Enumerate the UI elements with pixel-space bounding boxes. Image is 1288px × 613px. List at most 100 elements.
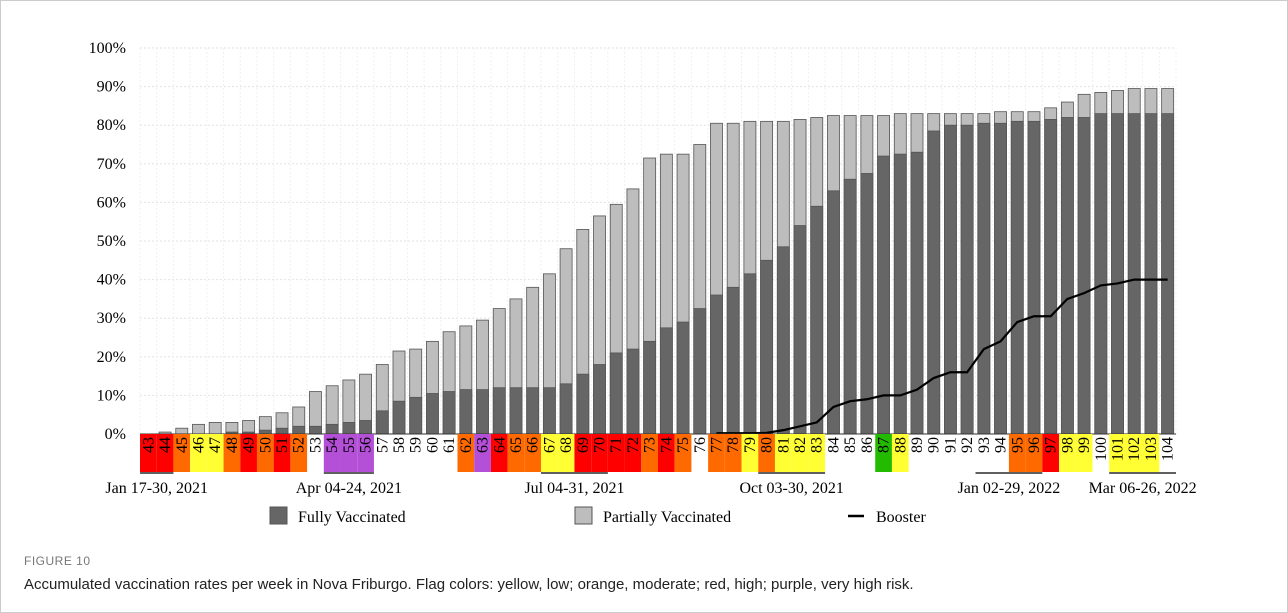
x-tick-label: 44 (157, 437, 174, 453)
bar (258, 429, 272, 435)
bar (526, 387, 540, 435)
bar (776, 246, 790, 435)
y-tick-label: 60% (97, 194, 126, 211)
x-tick-label: 90 (926, 437, 943, 453)
bar (392, 400, 406, 435)
risk-flag (474, 434, 491, 472)
x-tick-label: 85 (842, 437, 859, 453)
bar (726, 286, 740, 435)
bar (659, 327, 673, 435)
bar (743, 273, 757, 435)
x-tick-label: 73 (642, 437, 659, 453)
x-tick-label: 84 (825, 437, 842, 453)
bar (1060, 117, 1074, 435)
x-tick-label: 79 (742, 437, 759, 453)
y-tick-label: 80% (97, 117, 126, 134)
legend-swatch (269, 506, 288, 525)
bar (1044, 119, 1058, 435)
risk-flag (875, 434, 892, 472)
x-tick-label: 93 (976, 437, 993, 453)
bar (192, 423, 205, 435)
bar (208, 422, 222, 435)
legend-label: Partially Vaccinated (603, 509, 731, 526)
risk-flag (457, 434, 475, 472)
x-tick-label: 59 (408, 437, 425, 453)
bar (542, 387, 556, 435)
x-tick-label: 57 (374, 437, 391, 453)
x-tick-label: 61 (441, 437, 458, 453)
risk-flag (323, 434, 341, 472)
x-tick-label: 77 (708, 437, 725, 453)
x-tick-label: 67 (541, 437, 558, 453)
risk-flag (624, 434, 642, 472)
x-tick-label: 71 (608, 437, 625, 453)
x-tick-label: 52 (291, 437, 308, 453)
bar (492, 387, 506, 435)
bar (359, 420, 372, 435)
risk-flag (741, 434, 759, 472)
x-tick-label: 82 (792, 437, 809, 453)
bar (275, 427, 289, 435)
bar (175, 427, 189, 435)
x-tick-label: 60 (424, 437, 441, 453)
risk-flag (206, 434, 224, 472)
y-tick-label: 70% (97, 156, 126, 173)
risk-flag (507, 434, 525, 472)
period-label: Jan 02-29, 2022 (958, 480, 1061, 497)
bar (710, 294, 723, 435)
x-tick-label: 103 (1143, 437, 1160, 461)
bar (626, 348, 640, 435)
bar (409, 396, 423, 435)
x-tick-label: 68 (558, 437, 575, 453)
period-label: Jan 17-30, 2021 (105, 480, 208, 497)
risk-flag (541, 434, 558, 472)
risk-flag (1075, 434, 1093, 472)
bar (1010, 120, 1024, 435)
x-tick-label: 70 (592, 437, 609, 453)
x-tick-label: 100 (1093, 437, 1110, 461)
bar (676, 321, 690, 435)
x-tick-label: 102 (1126, 437, 1143, 461)
risk-flag (574, 434, 592, 472)
x-tick-label: 104 (1160, 437, 1177, 461)
legend-label: Booster (876, 509, 926, 526)
risk-flag (156, 434, 174, 472)
risk-flag (658, 434, 675, 472)
x-tick-label: 78 (725, 437, 742, 453)
x-tick-label: 64 (491, 437, 508, 453)
bar (827, 190, 840, 435)
bar (810, 205, 824, 435)
risk-flag (256, 434, 274, 472)
bar (994, 122, 1007, 435)
x-tick-label: 99 (1076, 437, 1093, 453)
x-tick-label: 91 (942, 437, 959, 453)
risk-flag (524, 434, 542, 472)
risk-flag (758, 434, 775, 472)
bar (509, 387, 523, 435)
bar (960, 124, 974, 435)
period-label: Jul 04-31, 2021 (524, 480, 624, 497)
bar (693, 308, 707, 435)
risk-flag (808, 434, 826, 472)
y-tick-label: 90% (97, 79, 126, 96)
x-tick-label: 48 (224, 437, 241, 453)
risk-flag (724, 434, 742, 472)
x-tick-label: 69 (575, 437, 592, 453)
x-tick-label: 98 (1059, 437, 1076, 453)
bar (1077, 117, 1091, 435)
x-tick-label: 94 (993, 437, 1010, 453)
bar (793, 225, 807, 435)
x-tick-label: 47 (207, 437, 224, 453)
risk-flag (1008, 434, 1026, 472)
risk-flag (357, 434, 374, 472)
x-tick-label: 72 (625, 437, 642, 453)
x-tick-label: 62 (458, 437, 475, 453)
bar (476, 389, 489, 435)
risk-flag (223, 434, 241, 472)
bar (342, 422, 356, 435)
bar (459, 389, 473, 435)
bar (609, 352, 623, 435)
x-tick-label: 45 (174, 437, 191, 453)
bar (1127, 113, 1141, 435)
risk-flag (340, 434, 358, 472)
